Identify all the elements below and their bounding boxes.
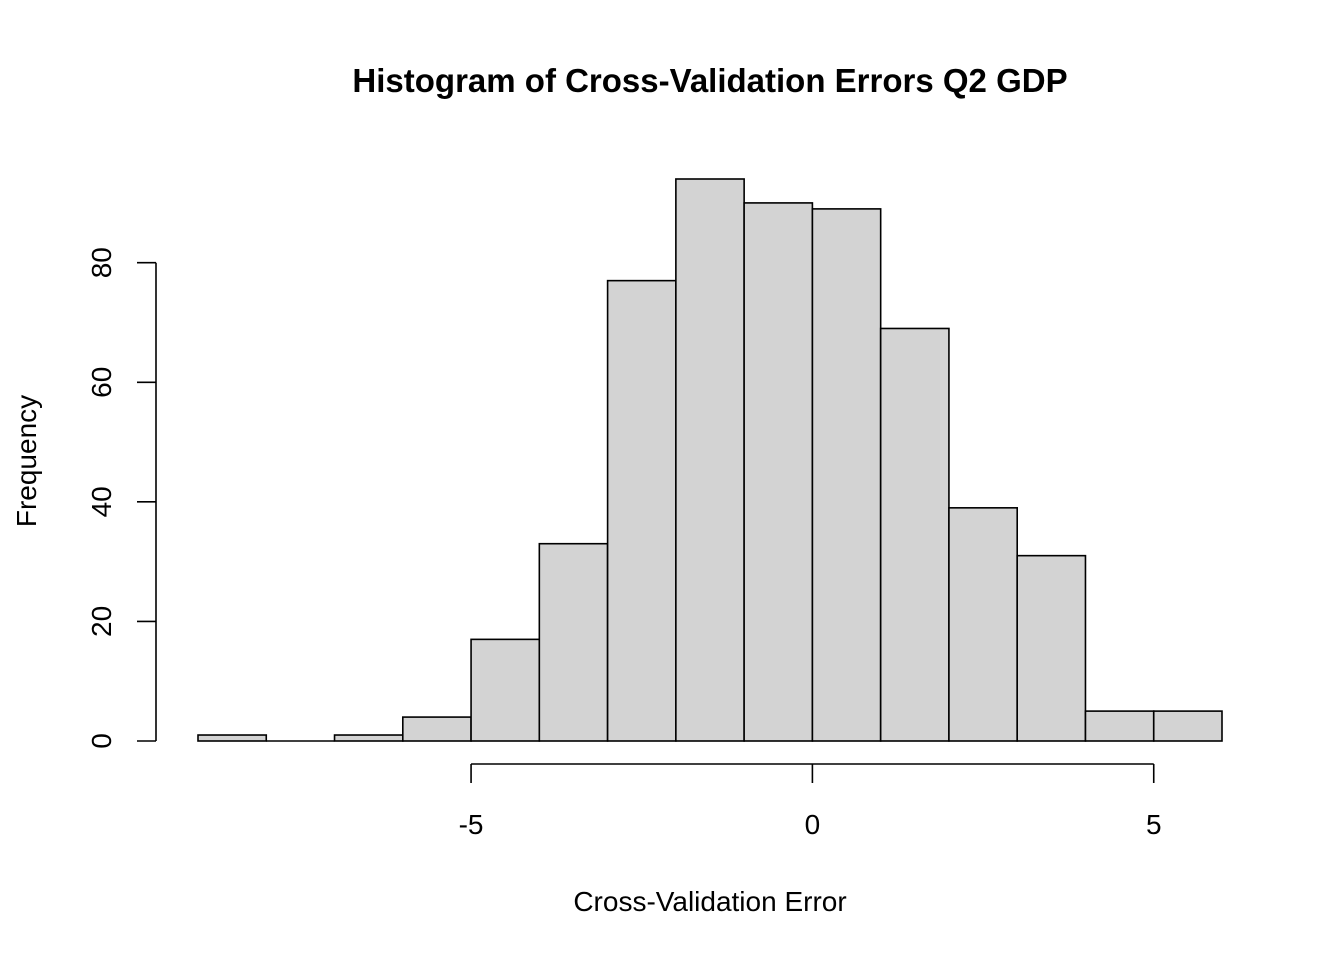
x-tick-label: 0 [805,809,821,840]
histogram-bar [1084,710,1155,742]
y-tick-label: 60 [86,367,117,398]
bars-group [197,178,1223,742]
chart-title: Histogram of Cross-Validation Errors Q2 … [352,62,1067,99]
y-tick-label: 0 [86,733,117,749]
y-tick-label: 40 [86,486,117,517]
histogram-bar [743,202,814,742]
histogram-bar [948,507,1019,742]
y-tick-label: 80 [86,247,117,278]
histogram-bar [197,734,268,742]
histogram-bar [401,716,472,742]
y-axis-label: Frequency [11,395,42,527]
histogram-bar [811,208,882,742]
y-tick-label: 20 [86,606,117,637]
y-axis: 0 20 40 60 80 [86,247,157,749]
histogram-bar [538,542,609,742]
histogram-bar [879,327,950,742]
x-axis: -5 0 5 [459,763,1162,840]
histogram-bar [1152,710,1223,742]
x-tick-label: -5 [459,809,484,840]
histogram-bar [606,279,677,742]
histogram-bar [675,178,745,742]
x-tick-label: 5 [1146,809,1162,840]
histogram-bar [1016,554,1087,742]
histogram-bar [470,638,541,742]
x-axis-label: Cross-Validation Error [573,886,846,917]
histogram-bar [333,734,404,742]
